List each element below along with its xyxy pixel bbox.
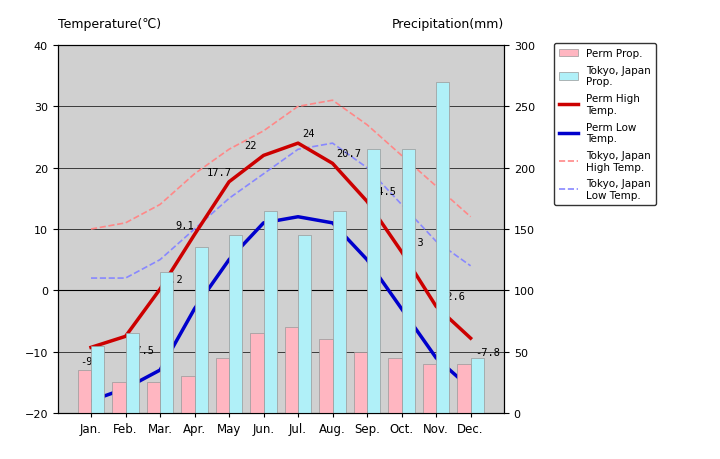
Bar (160, 272, 173, 413)
Bar (264, 211, 276, 413)
Bar (194, 248, 207, 413)
Bar (389, 358, 402, 413)
Text: 17.7: 17.7 (207, 168, 232, 178)
Bar (181, 376, 194, 413)
Text: 22: 22 (244, 141, 256, 151)
Bar (333, 211, 346, 413)
Bar (125, 334, 139, 413)
Bar (112, 382, 125, 413)
Legend: Perm Prop., Tokyo, Japan
Prop., Perm High
Temp., Perm Low
Temp., Tokyo, Japan
Hi: Perm Prop., Tokyo, Japan Prop., Perm Hig… (554, 44, 656, 206)
Text: 9.1: 9.1 (175, 220, 194, 230)
Bar (78, 370, 91, 413)
Bar (147, 382, 160, 413)
Text: 14.5: 14.5 (372, 187, 396, 197)
Text: Precipitation(mm): Precipitation(mm) (392, 18, 504, 31)
Text: 24: 24 (302, 129, 315, 139)
Bar (367, 150, 380, 413)
Bar (216, 358, 229, 413)
Bar (285, 327, 298, 413)
Bar (457, 364, 471, 413)
Bar (298, 235, 311, 413)
Text: 20.7: 20.7 (337, 149, 361, 159)
Text: -7.8: -7.8 (474, 347, 500, 357)
Bar (436, 83, 449, 413)
Text: -2.6: -2.6 (440, 292, 465, 302)
Bar (251, 334, 264, 413)
Text: -7.5: -7.5 (130, 345, 155, 355)
Bar (423, 364, 436, 413)
Bar (402, 150, 415, 413)
Text: 6.3: 6.3 (406, 237, 425, 247)
Text: -9.3: -9.3 (80, 356, 105, 366)
Bar (320, 340, 333, 413)
Bar (354, 352, 367, 413)
Text: 0.2: 0.2 (164, 274, 183, 285)
Bar (91, 346, 104, 413)
Bar (229, 235, 242, 413)
Text: Temperature(℃): Temperature(℃) (58, 18, 161, 31)
Bar (471, 358, 484, 413)
